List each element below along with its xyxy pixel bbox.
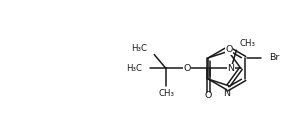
Text: CH₃: CH₃ xyxy=(158,89,174,98)
Text: H₃C: H₃C xyxy=(131,44,148,53)
Text: O: O xyxy=(205,91,212,100)
Text: N: N xyxy=(223,89,230,98)
Text: O: O xyxy=(226,45,233,54)
Text: N: N xyxy=(227,64,234,73)
Text: Br: Br xyxy=(269,53,280,62)
Text: O: O xyxy=(184,64,191,73)
Text: H₃C: H₃C xyxy=(127,64,142,73)
Text: CH₃: CH₃ xyxy=(239,39,255,48)
